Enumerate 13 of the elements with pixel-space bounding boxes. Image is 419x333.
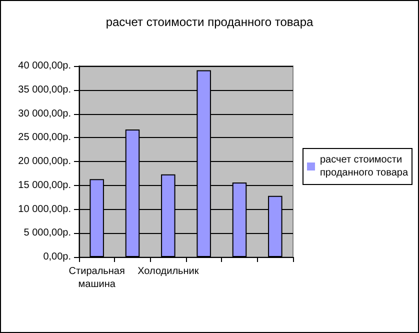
y-tick-label: 10 000,00р. [18, 204, 71, 215]
y-tick-label: 40 000,00р. [18, 60, 71, 72]
y-tick-label: 20 000,00р. [18, 156, 71, 167]
chart-title: расчет стоимости проданного товара [106, 15, 314, 29]
y-tick-label: 0,00р. [43, 252, 71, 262]
x-tick-label: Холодильник [138, 266, 200, 277]
x-tick-label: Стиральная машина [68, 266, 125, 290]
legend-label: расчет стоимости проданного товара [320, 154, 408, 178]
y-tick-label: 25 000,00р. [18, 132, 71, 144]
y-tick-label: 5 000,00р. [24, 228, 71, 239]
y-tick-label: 35 000,00р. [18, 84, 71, 96]
y-tick-label: 30 000,00р. [18, 108, 71, 120]
y-tick-label: 15 000,00р. [18, 180, 71, 191]
